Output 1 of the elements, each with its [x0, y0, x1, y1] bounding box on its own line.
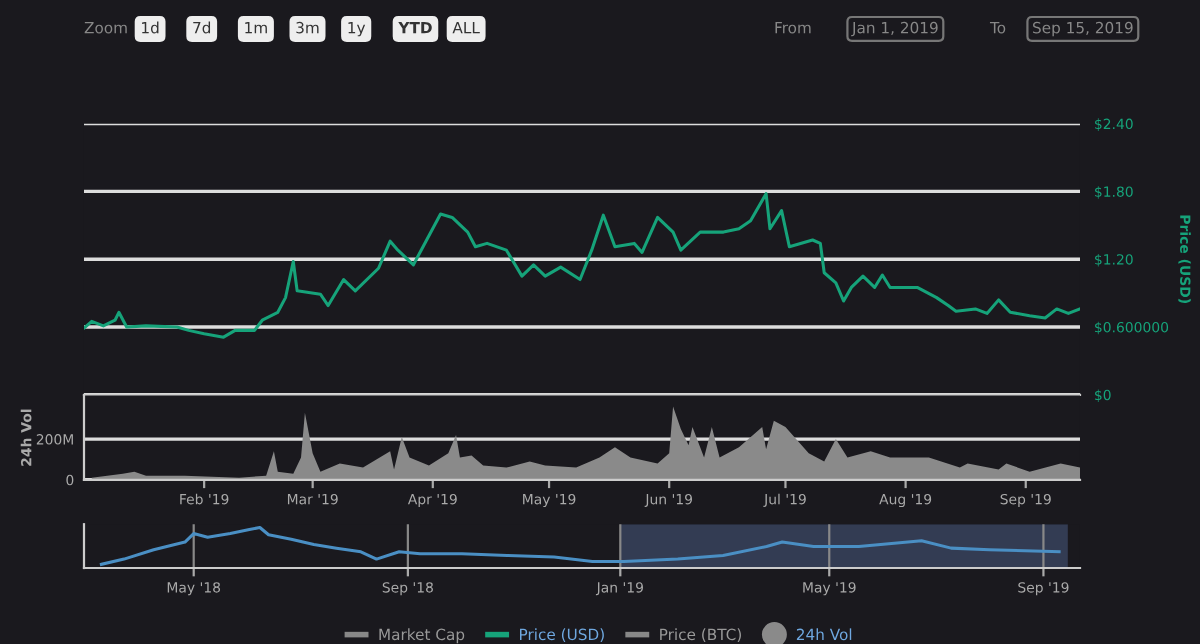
line-series [84, 192, 1080, 339]
